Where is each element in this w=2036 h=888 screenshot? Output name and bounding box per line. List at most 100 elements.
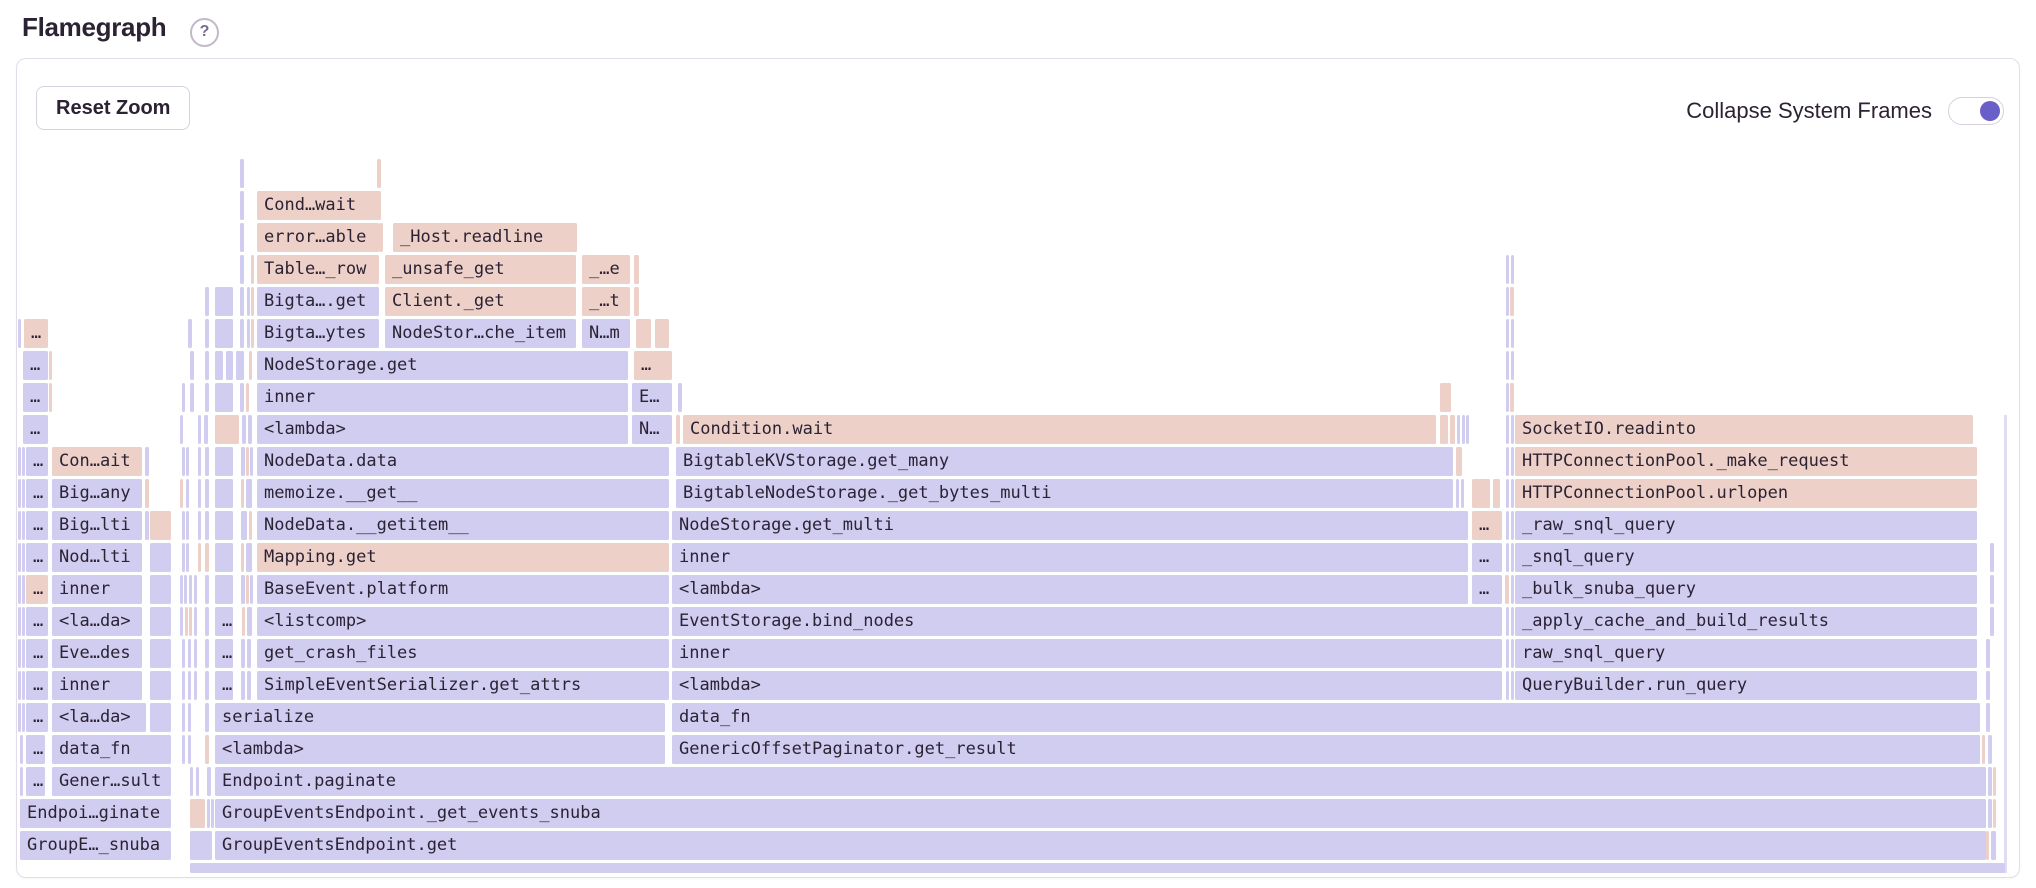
frame-sliver[interactable]	[1461, 479, 1464, 508]
frame-sliver[interactable]	[145, 479, 149, 508]
frame-sliver[interactable]	[18, 703, 21, 732]
frame-sliver[interactable]	[22, 671, 25, 700]
frame-sliver[interactable]	[1506, 351, 1509, 380]
frame-EventStorage.bind_nodes[interactable]: EventStorage.bind_nodes	[672, 607, 1502, 636]
frame-sliver[interactable]	[1982, 735, 1985, 764]
frame-…[interactable]: …	[26, 767, 45, 796]
frame-sliver[interactable]	[207, 767, 211, 796]
frame-sliver[interactable]	[1506, 287, 1509, 316]
frame-inner[interactable]: inner	[52, 575, 142, 604]
frame-_apply_cache_and_build_results[interactable]: _apply_cache_and_build_results	[1515, 607, 1977, 636]
frame-sliver[interactable]	[1462, 415, 1465, 444]
frame-sliver[interactable]	[240, 255, 244, 284]
frame-sliver[interactable]	[1986, 703, 1990, 732]
frame-sliver[interactable]	[1506, 415, 1509, 444]
frame-…[interactable]: …	[26, 671, 48, 700]
frame-sliver[interactable]	[241, 543, 244, 572]
frame-sliver[interactable]	[1991, 831, 1996, 860]
frame-sliver[interactable]	[215, 319, 233, 348]
frame-sliver[interactable]	[251, 287, 254, 316]
frame-sliver[interactable]	[655, 319, 669, 348]
frame-…[interactable]: …	[24, 319, 48, 348]
frame-sliver[interactable]	[207, 799, 210, 828]
frame-data_fn[interactable]: data_fn	[672, 703, 1980, 732]
frame-sliver[interactable]	[1457, 415, 1460, 444]
frame-sliver[interactable]	[240, 191, 244, 220]
frame-sliver[interactable]	[182, 671, 185, 700]
frame-sliver[interactable]	[247, 287, 250, 316]
frame-sliver[interactable]	[18, 543, 21, 572]
frame-BigtableNodeStorage._get_bytes_multi[interactable]: BigtableNodeStorage._get_bytes_multi	[676, 479, 1453, 508]
frame-sliver[interactable]	[182, 447, 185, 476]
frame-Nod…lti[interactable]: Nod…lti	[52, 543, 142, 572]
frame-sliver[interactable]	[180, 479, 183, 508]
frame-sliver[interactable]	[194, 639, 197, 668]
frame-sliver[interactable]	[22, 543, 25, 572]
frame-HTTPConnectionPool.urlopen[interactable]: HTTPConnectionPool.urlopen	[1515, 479, 1977, 508]
frame-sliver[interactable]	[189, 607, 192, 636]
frame-sliver[interactable]	[1511, 575, 1514, 604]
frame-sliver[interactable]	[240, 159, 244, 188]
frame-sliver[interactable]	[188, 735, 191, 764]
frame-Endpoi…ginate[interactable]: Endpoi…ginate	[20, 799, 171, 828]
frame-sliver[interactable]	[247, 671, 251, 700]
frame-sliver[interactable]	[205, 703, 209, 732]
frame-sliver[interactable]	[1986, 671, 1990, 700]
frame-sliver[interactable]	[188, 319, 192, 348]
frame-sliver[interactable]	[18, 511, 21, 540]
frame-sliver[interactable]	[215, 543, 233, 572]
frame-<la…da>[interactable]: <la…da>	[52, 607, 142, 636]
frame-QueryBuilder.run_query[interactable]: QueryBuilder.run_query	[1515, 671, 1977, 700]
frame-Gener…sult[interactable]: Gener…sult	[52, 767, 171, 796]
frame-…[interactable]: …	[26, 447, 48, 476]
frame-sliver[interactable]	[205, 607, 209, 636]
frame-Bigta…ytes[interactable]: Bigta…ytes	[257, 319, 379, 348]
frame-sliver[interactable]	[18, 639, 21, 668]
frame-_raw_snql_query[interactable]: _raw_snql_query	[1515, 511, 1977, 540]
frame-…[interactable]: …	[26, 703, 48, 732]
frame-sliver[interactable]	[1506, 511, 1509, 540]
frame-sliver[interactable]	[22, 511, 25, 540]
frame-sliver[interactable]	[20, 735, 23, 764]
frame-sliver[interactable]	[1988, 767, 1992, 796]
frame-…[interactable]: …	[26, 735, 45, 764]
frame-sliver[interactable]	[241, 479, 244, 508]
frame-get_crash_files[interactable]: get_crash_files	[257, 639, 669, 668]
flamegraph-canvas[interactable]: Cond…wait error…able _Host.readline Table…_…	[0, 159, 2036, 885]
frame-BaseEvent.platform[interactable]: BaseEvent.platform	[257, 575, 669, 604]
frame-sliver[interactable]	[1511, 351, 1514, 380]
frame-sliver[interactable]	[18, 319, 21, 348]
frame-sliver[interactable]	[196, 767, 199, 796]
frame-sliver[interactable]	[240, 287, 244, 316]
frame-sliver[interactable]	[1506, 671, 1509, 700]
frame-sliver[interactable]	[150, 671, 171, 700]
frame-sliver[interactable]	[205, 511, 209, 540]
frame-sliver[interactable]	[250, 575, 253, 604]
frame-<lambda>[interactable]: <lambda>	[672, 575, 1468, 604]
frame-GroupEventsEndpoint.get[interactable]: GroupEventsEndpoint.get	[215, 831, 1986, 860]
frame-sliver[interactable]	[205, 671, 209, 700]
frame-sliver[interactable]	[22, 575, 25, 604]
frame-…[interactable]: …	[26, 639, 48, 668]
frame-sliver[interactable]	[194, 607, 197, 636]
frame-sliver[interactable]	[180, 575, 183, 604]
frame-sliver[interactable]	[1990, 607, 1994, 636]
frame-sliver[interactable]	[205, 319, 209, 348]
frame-sliver[interactable]	[215, 383, 233, 412]
frame-sliver[interactable]	[205, 287, 209, 316]
frame-sliver[interactable]	[198, 447, 201, 476]
frame-sliver[interactable]	[240, 383, 244, 412]
frame-sliver[interactable]	[247, 607, 252, 636]
frame-sliver[interactable]	[246, 543, 252, 572]
frame-sliver[interactable]	[1511, 415, 1514, 444]
frame-sliver[interactable]	[190, 863, 2005, 873]
frame-sliver[interactable]	[247, 319, 250, 348]
frame-sliver[interactable]	[145, 447, 149, 476]
frame-N…[interactable]: N…	[632, 415, 672, 444]
frame-inner[interactable]: inner	[257, 383, 628, 412]
frame-sliver[interactable]	[246, 479, 252, 508]
frame-sliver[interactable]	[1440, 415, 1448, 444]
frame-…[interactable]: …	[1472, 543, 1502, 572]
frame-sliver[interactable]	[18, 671, 21, 700]
frame-sliver[interactable]	[241, 511, 247, 540]
